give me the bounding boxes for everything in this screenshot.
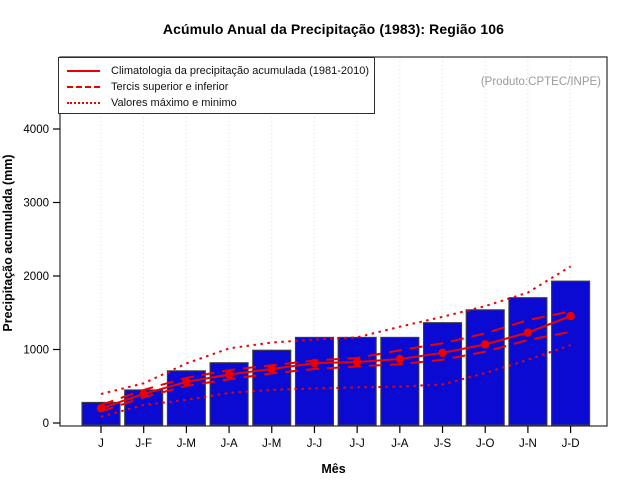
legend-item-terciles: Tercis superior e inferior [67,79,374,95]
bar [551,280,591,426]
line-marker [481,340,490,349]
y-tick-label: 2000 [23,271,49,283]
x-tick-label: J-D [562,438,580,450]
legend-item-climatology: Climatologia da precipitação acumulada (… [67,63,374,79]
y-axis-label: Precipitação acumulada (mm) [1,154,15,332]
x-tick-label: J-O [476,438,495,450]
legend-label: Valores máximo e minimo [111,97,237,109]
line-marker [267,364,276,374]
bar [508,297,548,426]
x-tick-label: J-N [519,438,537,450]
x-tick-label: J-A [391,438,409,450]
y-tick-label: 4000 [23,124,49,136]
line-marker [310,358,319,368]
line-marker [139,389,148,399]
legend-item-maxmin: Valores máximo e minimo [67,95,374,111]
line-marker [182,377,191,387]
y-tick-label: 0 [43,418,49,430]
line-marker [352,357,362,367]
series-line-dashed [100,330,571,413]
y-tick-label: 3000 [23,198,49,210]
series-line-dashed [100,310,571,406]
legend-box: Climatologia da precipitação acumulada (… [58,57,375,114]
producer-annotation: (Produto:CPTEC/INPE) [480,76,601,88]
solid-line-icon [67,70,100,72]
dotted-line-icon [67,102,100,104]
bar [380,336,420,426]
line-marker [96,404,106,413]
legend-label: Climatologia da precipitação acumulada (… [111,65,370,77]
chart-title: Acúmulo Anual da Precipitação (1983): Re… [162,21,505,37]
line-marker [224,370,234,379]
bar [422,322,463,426]
x-tick-label: J-M [262,438,281,450]
line-marker [566,311,575,321]
y-tick-label: 1000 [23,345,49,357]
x-tick-label: J-S [434,438,452,450]
x-tick-label: J-J [349,438,364,450]
x-tick-label: J-J [307,438,322,450]
line-marker [438,348,447,358]
bar [294,336,335,426]
line-marker [523,328,533,337]
x-tick-label: J-F [135,438,152,450]
line-marker [395,354,405,364]
bar [465,309,505,426]
bar [337,336,377,426]
x-tick-label: J-M [177,438,196,450]
x-tick-label: J [98,438,104,450]
x-axis-label: Mês [321,462,346,476]
dashed-line-icon [67,86,100,88]
series-line-solid [100,315,571,410]
x-tick-label: J-A [220,438,238,450]
legend-label: Tercis superior e inferior [111,81,229,93]
bar [252,349,292,426]
